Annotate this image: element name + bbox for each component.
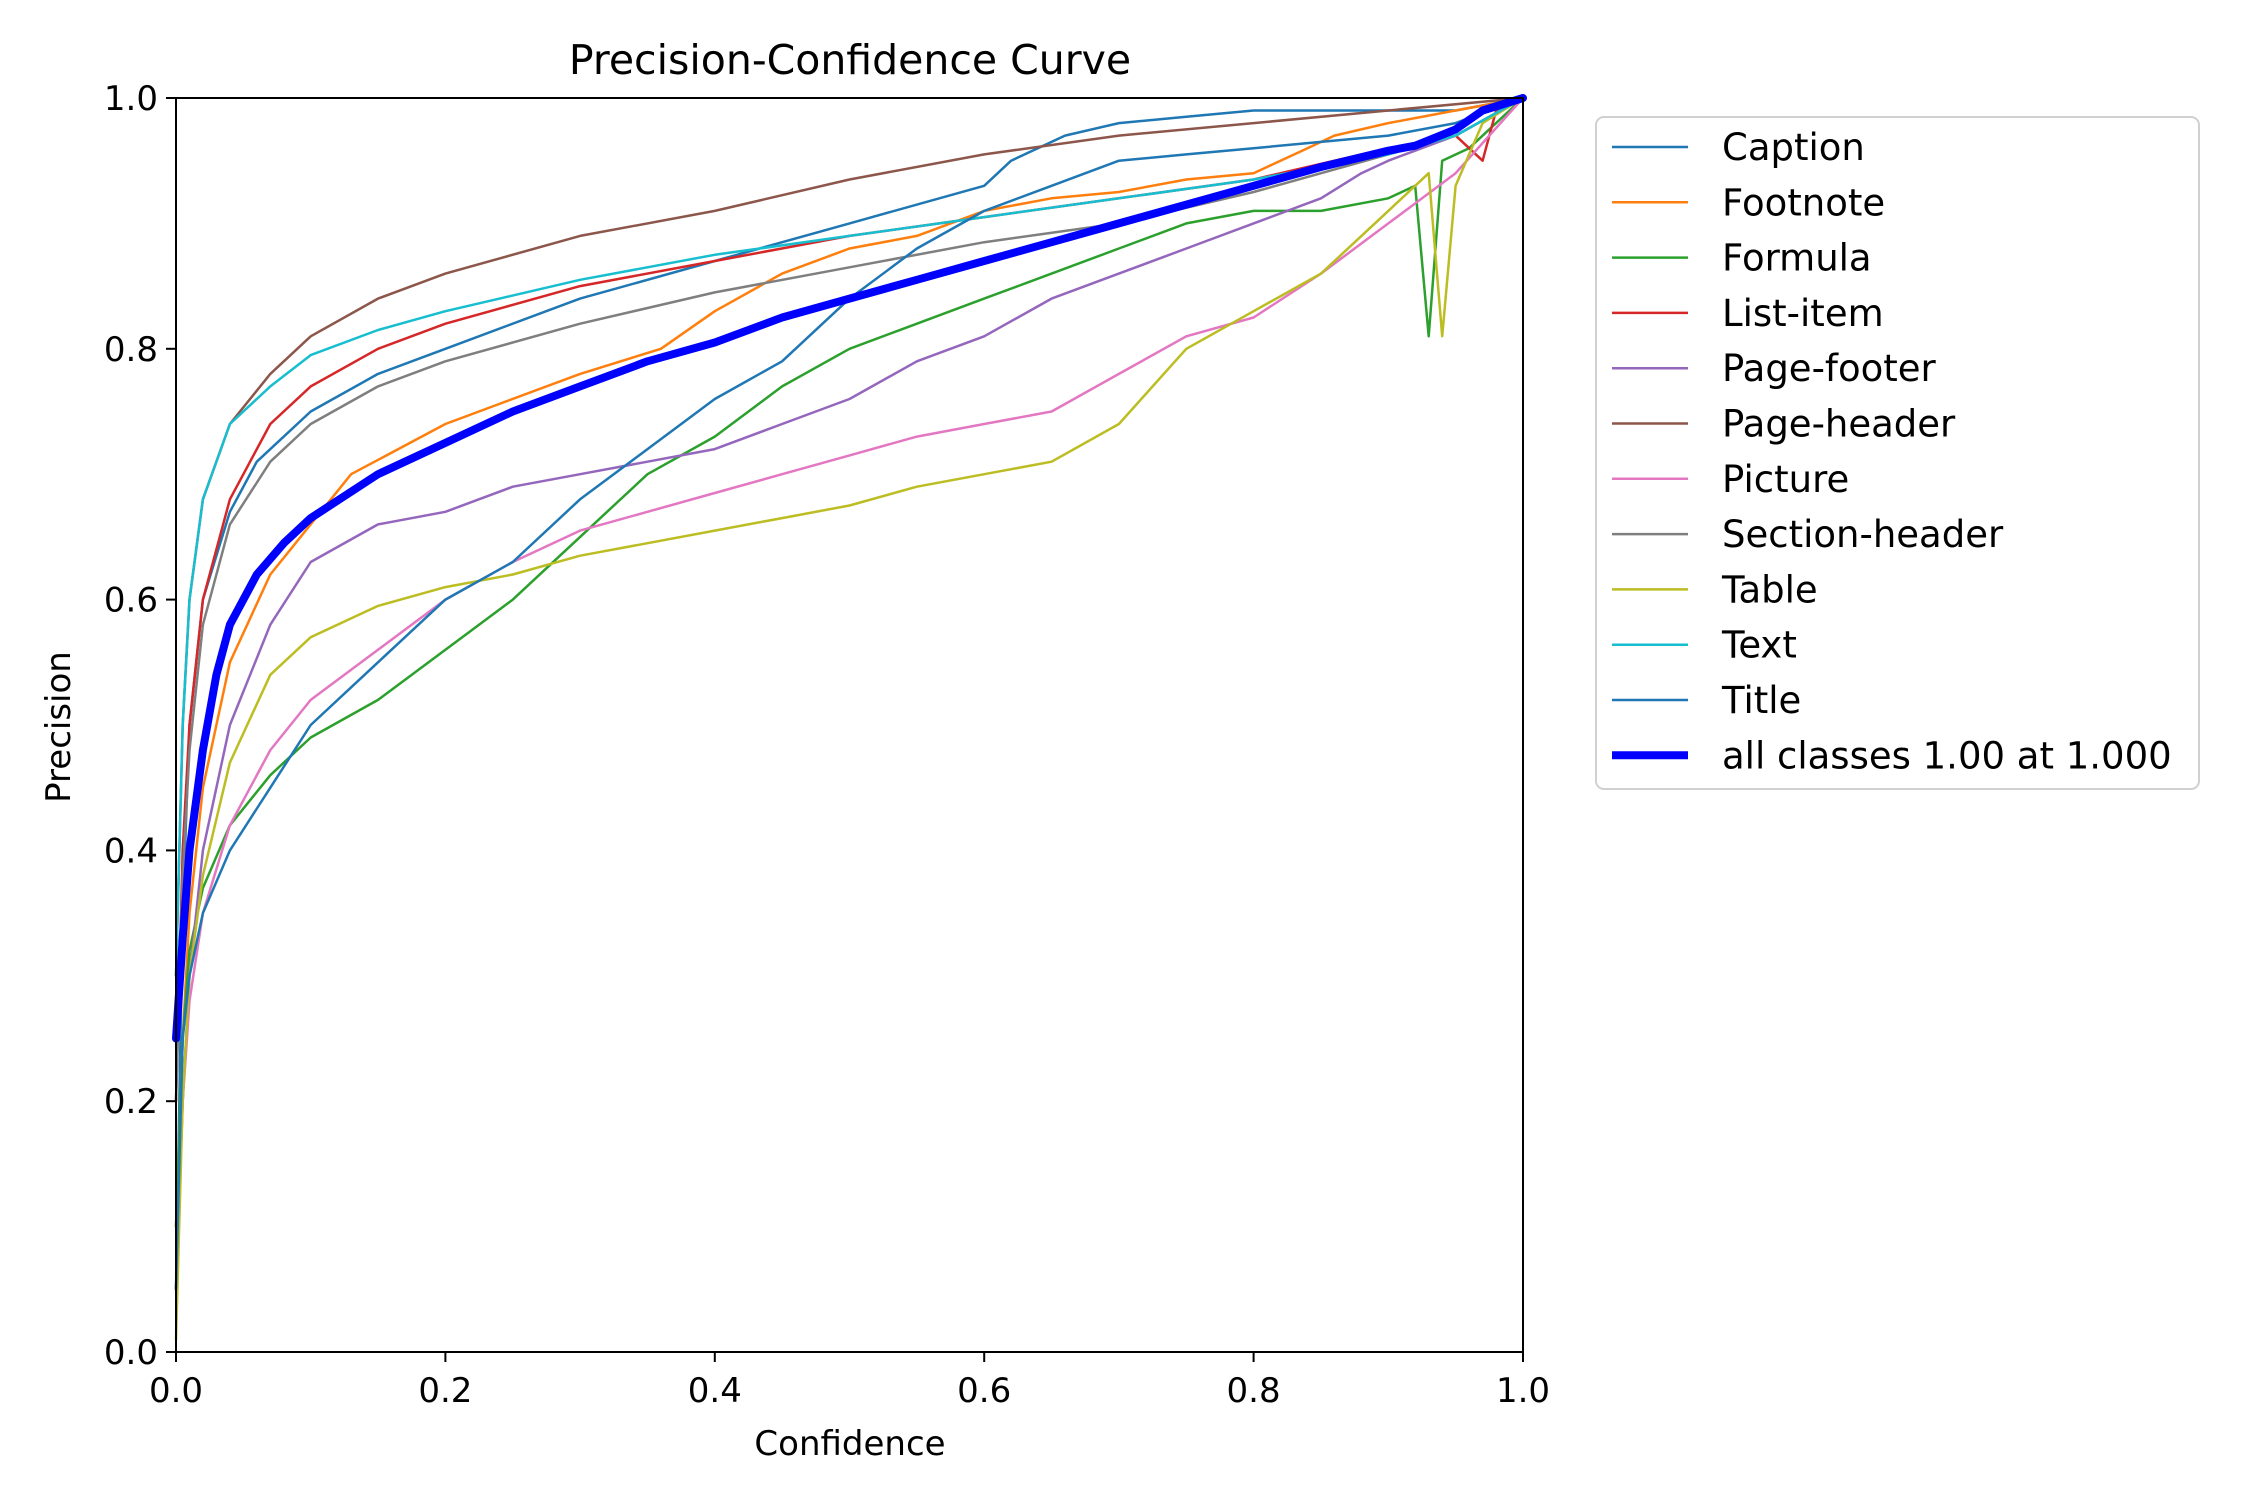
legend-label-text: Text [1721,624,1797,667]
x-axis-label: Confidence [754,1424,945,1464]
x-tick-label: 0.0 [149,1371,203,1411]
y-axis-ticks: 0.0 0.2 0.4 0.6 0.8 1.0 [104,79,176,1373]
x-axis-ticks: 0.0 0.2 0.4 0.6 0.8 1.0 [149,1352,1550,1411]
legend-label-footnote: Footnote [1722,181,1885,224]
legend-label-page-footer: Page-footer [1722,347,1936,390]
y-tick-label: 0.0 [104,1333,158,1373]
legend-label-table: Table [1721,568,1818,611]
plot-lines [172,94,1527,1341]
x-tick-label: 0.4 [688,1371,742,1411]
legend-label-title: Title [1721,679,1801,722]
legend-label-section-header: Section-header [1722,513,2004,556]
series-line-page-footer [174,96,1525,1291]
x-tick-label: 0.2 [418,1371,472,1411]
x-tick-label: 1.0 [1496,1371,1550,1411]
y-tick-label: 0.2 [104,1082,158,1122]
legend-label-all-classes-1-00-at-1-000: all classes 1.00 at 1.000 [1722,734,2172,777]
y-tick-label: 0.8 [104,330,158,370]
legend-label-page-header: Page-header [1722,403,1956,446]
series-line-text [174,96,1525,978]
y-axis-label: Precision [39,651,79,803]
x-tick-label: 0.6 [957,1371,1011,1411]
chart-title: Precision-Confidence Curve [569,36,1131,84]
legend-label-caption: Caption [1722,126,1865,169]
plot-frame [175,97,1524,1353]
legend: Caption Footnote Formula List-item Page-foot… [1595,116,2200,790]
legend-label-formula: Formula [1722,237,1872,280]
series-line-section-header [174,96,1525,1103]
series-line-formula [174,96,1525,1228]
series-line-picture [174,96,1525,1291]
y-tick-label: 0.4 [104,831,158,871]
legend-label-picture: Picture [1722,458,1849,501]
series-line-footnote [174,96,1525,1228]
y-tick-label: 1.0 [104,79,158,119]
y-tick-label: 0.6 [104,581,158,621]
series-line-title [174,96,1525,1291]
legend-box [1595,116,2200,790]
legend-label-list-item: List-item [1722,292,1884,335]
series-line-all-classes-1-00-at-1-000 [172,94,1527,1043]
x-tick-label: 0.8 [1227,1371,1281,1411]
series-line-table [174,96,1525,1341]
